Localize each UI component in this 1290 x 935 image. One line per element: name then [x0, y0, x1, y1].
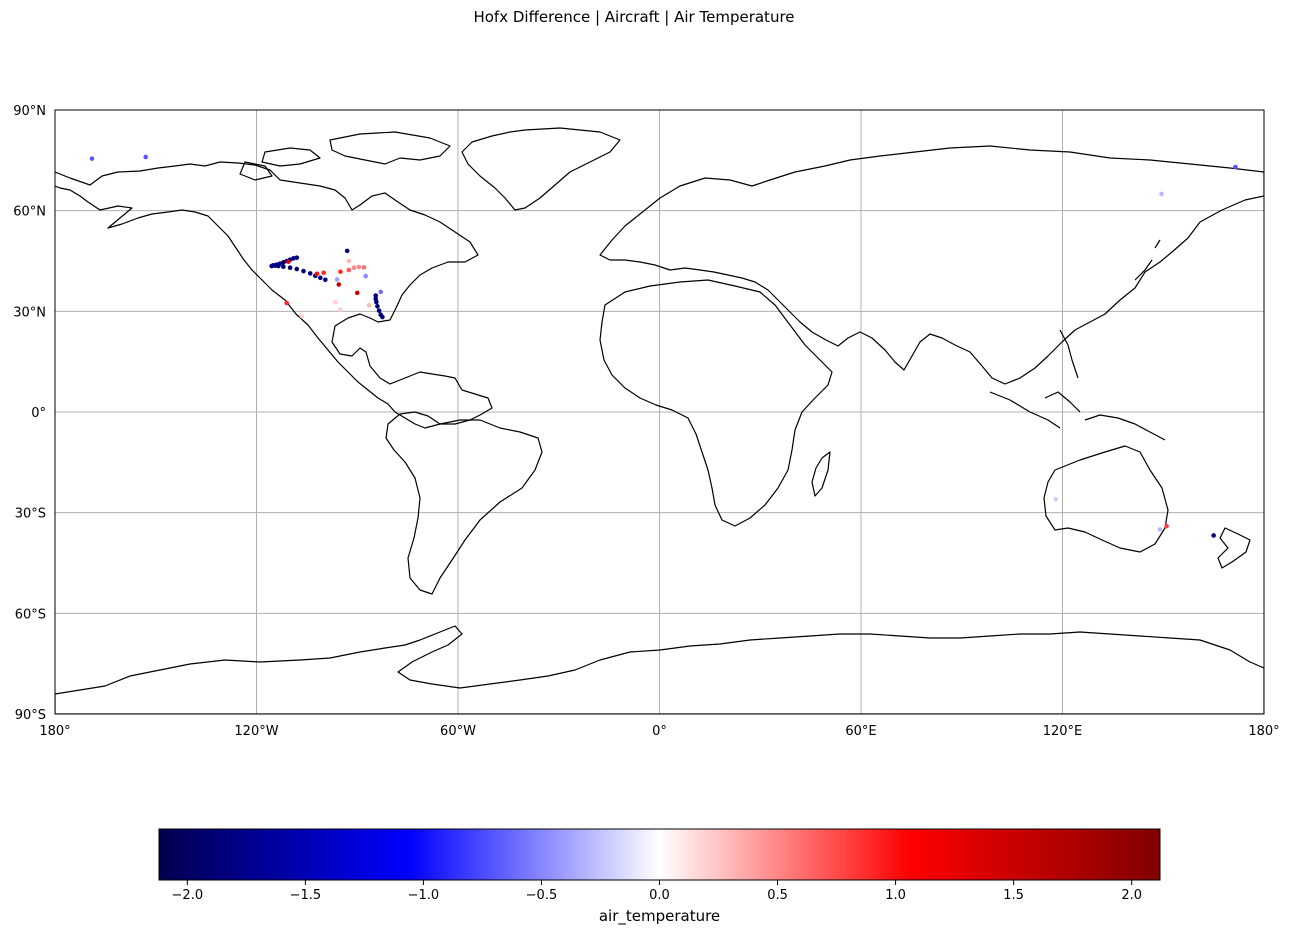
obs-point-16	[294, 266, 300, 272]
x-tick-label: 180°	[1248, 724, 1279, 739]
map-frame	[54, 109, 1265, 715]
x-axis-ticks: 180° 120°W 60°W 0° 60°E 120°E 180°	[39, 724, 1279, 739]
obs-point-38	[373, 293, 379, 298]
obs-point-48	[1159, 191, 1164, 197]
obs-point-22	[314, 271, 320, 277]
coastline-new-zealand	[1217, 527, 1251, 569]
obs-point-28	[346, 267, 352, 273]
obs-point-32	[346, 258, 352, 264]
x-tick-label: 120°W	[234, 724, 278, 739]
obs-point-13	[286, 259, 291, 264]
obs-point-51	[1157, 527, 1163, 532]
coastline-africa	[599, 279, 833, 527]
x-tick-label: 0°	[652, 724, 667, 739]
obs-point-12	[294, 255, 300, 260]
colorbar-ticks: −2.0 −1.5 −1.0 −0.5 0.0 0.5 1.0 1.5 2.0	[172, 880, 1142, 903]
coastline-antarctica	[55, 625, 1264, 714]
obs-point-46	[338, 307, 343, 312]
obs-point-40	[374, 299, 379, 305]
x-tick-label: 120°E	[1043, 724, 1083, 739]
coastlines	[55, 127, 1264, 714]
obs-point-44	[380, 314, 385, 320]
obs-point-41	[375, 304, 380, 309]
obs-point-33	[363, 273, 368, 279]
obs-point-36	[333, 299, 338, 305]
y-tick-label: 90°N	[13, 104, 46, 119]
obs-point-49	[1233, 164, 1238, 170]
coastline-north-america	[55, 161, 493, 429]
coastline-australia	[1043, 445, 1169, 553]
obs-point-18	[307, 271, 313, 276]
obs-point-20	[318, 275, 323, 281]
obs-point-21	[323, 277, 328, 283]
obs-point-34	[284, 300, 290, 306]
obs-point-1	[143, 154, 148, 160]
obs-point-52	[1164, 523, 1169, 529]
coastline-south-america	[385, 411, 543, 595]
obs-point-23	[321, 270, 326, 276]
x-tick-label: 180°	[39, 724, 70, 739]
obs-point-17	[301, 268, 306, 274]
y-axis-ticks: 90°N 60°N 30°N 0° 30°S 60°S 90°S	[13, 104, 46, 723]
obs-point-26	[334, 277, 340, 282]
obs-point-35	[299, 314, 305, 319]
coastline-maritime-asia	[989, 239, 1166, 441]
obs-point-14	[281, 264, 286, 270]
y-tick-label: 60°N	[13, 205, 46, 220]
x-tick-label: 60°W	[440, 724, 476, 739]
obs-point-30	[356, 264, 362, 270]
observation-points	[89, 154, 1238, 538]
y-tick-label: 0°	[31, 406, 46, 421]
colorbar-tick-label: 1.0	[885, 888, 906, 903]
colorbar-label: air_temperature	[599, 907, 720, 926]
obs-point-47	[366, 302, 372, 308]
y-tick-label: 30°S	[15, 507, 46, 522]
colorbar-tick-label: −1.5	[290, 888, 322, 903]
colorbar-tick-label: −1.0	[408, 888, 440, 903]
coastline-arctic-islands	[239, 131, 451, 181]
y-tick-label: 90°S	[15, 708, 46, 723]
obs-point-42	[376, 308, 382, 313]
coastline-eurasia	[599, 145, 1264, 385]
obs-point-37	[354, 290, 360, 296]
coastline-greenland	[461, 127, 621, 211]
colorbar-tick-label: 1.5	[1003, 888, 1024, 903]
obs-point-27	[344, 248, 350, 254]
colorbar-tick-label: −2.0	[172, 888, 204, 903]
colorbar	[158, 828, 1161, 881]
y-tick-label: 60°S	[15, 607, 46, 622]
obs-point-0	[89, 156, 95, 161]
obs-point-45	[378, 289, 384, 295]
colorbar-tick-label: 2.0	[1121, 888, 1142, 903]
obs-point-50	[1053, 496, 1059, 502]
obs-point-31	[361, 265, 367, 270]
obs-point-53	[1211, 533, 1216, 538]
obs-point-15	[287, 265, 293, 271]
colorbar-tick-label: −0.5	[526, 888, 558, 903]
obs-point-25	[336, 282, 342, 287]
colorbar-tick-label: 0.5	[767, 888, 788, 903]
obs-point-29	[351, 265, 357, 271]
gridlines	[54, 109, 1265, 715]
x-tick-label: 60°E	[845, 724, 876, 739]
obs-point-24	[338, 269, 343, 275]
y-tick-label: 30°N	[13, 305, 46, 320]
colorbar-tick-label: 0.0	[649, 888, 670, 903]
coastline-madagascar	[811, 451, 831, 497]
chart-title: Hofx Difference | Aircraft | Air Tempera…	[473, 8, 794, 26]
